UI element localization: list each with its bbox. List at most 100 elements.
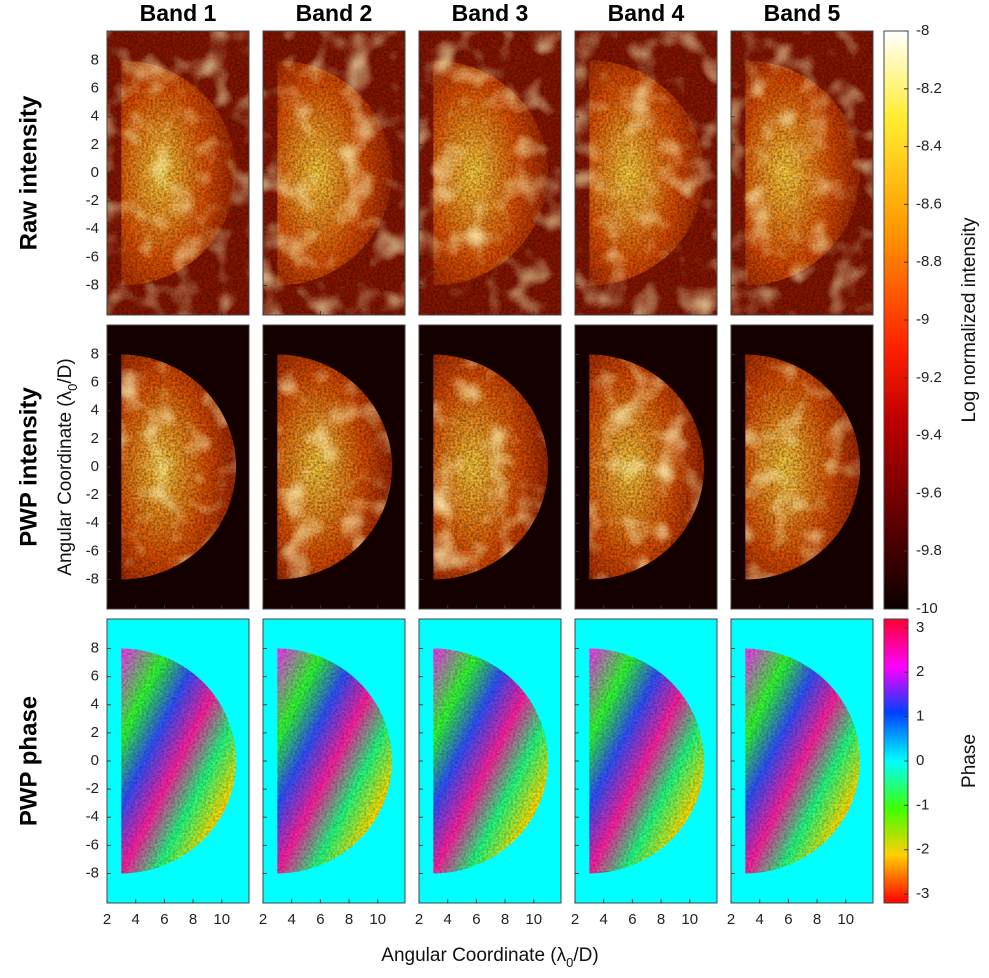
y-tick-label: 2 <box>91 136 99 153</box>
colorbar-tick-label: -9.6 <box>916 484 942 501</box>
image <box>731 325 873 609</box>
x-tick-label: 4 <box>444 911 452 928</box>
y-axis-label: Angular Coordinate (λ0/D) <box>55 358 80 575</box>
y-axis-label-tail: /D) <box>55 358 76 383</box>
colorbar-tick-label: -2 <box>916 841 929 858</box>
image <box>263 325 405 609</box>
column-title: Band 3 <box>452 0 529 26</box>
image <box>419 619 561 903</box>
image-panel <box>730 618 874 904</box>
y-tick-label: -6 <box>86 248 99 265</box>
y-tick-label: 8 <box>91 51 99 68</box>
x-tick-label: 6 <box>784 911 792 928</box>
image <box>731 619 873 903</box>
y-tick-label: -6 <box>86 542 99 559</box>
x-tick-label: 2 <box>103 911 111 928</box>
x-tick-label: 4 <box>600 911 608 928</box>
image-panel <box>574 324 718 610</box>
y-tick-label: 2 <box>91 430 99 447</box>
y-axis-label-sub: 0 <box>65 384 80 391</box>
y-tick-label: 4 <box>91 108 99 125</box>
colorbar-tick-label: -9.2 <box>916 369 942 386</box>
colorbar-tick-label: -9 <box>916 311 929 328</box>
y-tick-label: -8 <box>86 570 99 587</box>
x-tick-label: 4 <box>756 911 764 928</box>
y-tick-label: -4 <box>86 220 99 237</box>
image <box>419 325 561 609</box>
x-tick-label: 2 <box>571 911 579 928</box>
x-tick-label: 10 <box>369 911 386 928</box>
image-panel <box>730 30 874 316</box>
image <box>107 31 249 315</box>
y-tick-label: 8 <box>91 345 99 362</box>
blobs <box>731 31 873 315</box>
image <box>575 325 717 609</box>
column-title: Band 1 <box>140 0 217 26</box>
y-tick-label: 6 <box>91 374 99 391</box>
colorbar-label: Log normalized intensity <box>959 217 980 422</box>
column-title: Band 5 <box>764 0 841 26</box>
image-panel <box>262 618 406 904</box>
colorbar-tick-label: -8.8 <box>916 253 942 270</box>
image <box>107 619 249 903</box>
x-tick-label: 8 <box>345 911 353 928</box>
row-label: Raw intensity <box>15 95 42 250</box>
x-tick-label: 2 <box>415 911 423 928</box>
x-tick-label: 8 <box>657 911 665 928</box>
y-tick-label: 4 <box>91 402 99 419</box>
image <box>107 325 249 609</box>
image-panel <box>418 618 562 904</box>
blobs <box>575 31 717 315</box>
y-tick-label: -8 <box>86 276 99 293</box>
image <box>263 31 405 315</box>
colorbar-tick-label: -9.4 <box>916 427 942 444</box>
image <box>575 31 717 315</box>
colorbar-label: Phase <box>959 734 980 788</box>
image <box>419 31 561 315</box>
x-tick-label: 8 <box>189 911 197 928</box>
image-panel <box>418 324 562 610</box>
x-tick-label: 2 <box>259 911 267 928</box>
image <box>731 31 873 315</box>
x-tick-label: 10 <box>837 911 854 928</box>
image-panel <box>262 324 406 610</box>
image-panel <box>730 324 874 610</box>
y-tick-label: -4 <box>86 808 99 825</box>
image-panel <box>574 618 718 904</box>
image-panel <box>106 618 250 904</box>
x-tick-label: 10 <box>525 911 542 928</box>
colorbar-tick-label: 2 <box>916 663 924 680</box>
x-tick-label: 8 <box>501 911 509 928</box>
blobs <box>419 31 561 315</box>
x-tick-label: 10 <box>213 911 230 928</box>
x-axis-label: Angular Coordinate (λ0/D) <box>381 945 598 970</box>
colorbar-tick-label: 1 <box>916 708 924 725</box>
y-tick-label: 8 <box>91 639 99 656</box>
colorbar-tick-label: 3 <box>916 619 924 636</box>
image-panel <box>262 30 406 316</box>
colorbar-tick-label: 0 <box>916 752 924 769</box>
x-axis-label-tail: /D) <box>573 945 598 966</box>
x-tick-label: 10 <box>681 911 698 928</box>
x-tick-label: 6 <box>160 911 168 928</box>
y-tick-label: -4 <box>86 514 99 531</box>
colorbar-tick-label: -10 <box>916 600 938 617</box>
x-tick-label: 6 <box>628 911 636 928</box>
column-title: Band 4 <box>608 0 685 26</box>
x-tick-label: 4 <box>288 911 296 928</box>
y-tick-label: -2 <box>86 486 99 503</box>
x-axis-label-text: Angular Coordinate (λ <box>381 945 566 966</box>
y-tick-label: -2 <box>86 192 99 209</box>
x-tick-label: 6 <box>472 911 480 928</box>
x-tick-label: 6 <box>316 911 324 928</box>
image-panel <box>106 324 250 610</box>
colorbar-tick-label: -8.4 <box>916 138 942 155</box>
y-tick-label: 2 <box>91 724 99 741</box>
y-tick-label: 0 <box>91 164 99 181</box>
row-label: PWP phase <box>15 696 42 826</box>
y-tick-label: 0 <box>91 752 99 769</box>
colorbar-tick-label: -8 <box>916 22 929 39</box>
colorbar-tick-label: -1 <box>916 796 929 813</box>
image-panel <box>106 30 250 316</box>
x-tick-label: 4 <box>132 911 140 928</box>
